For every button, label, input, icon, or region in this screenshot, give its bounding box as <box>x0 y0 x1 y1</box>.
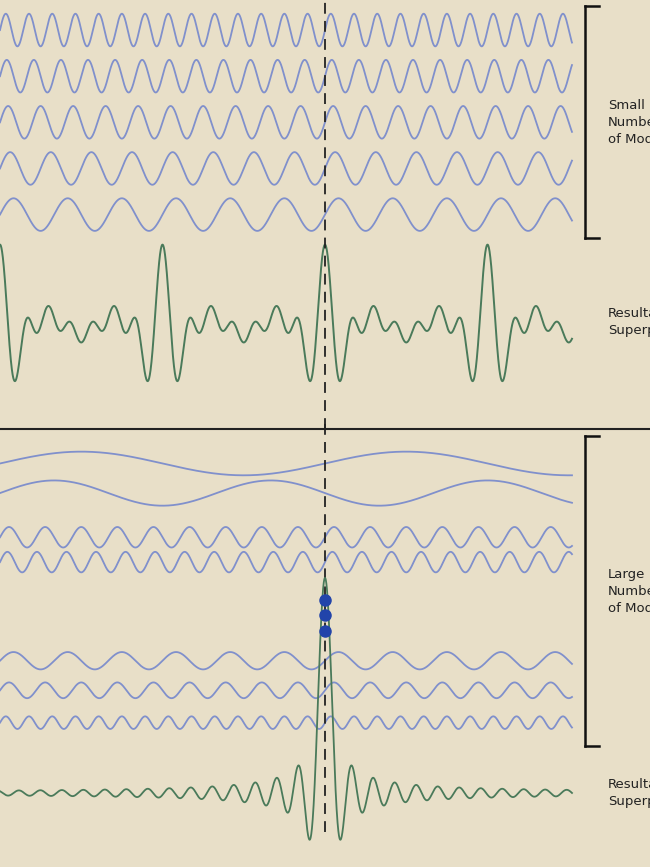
Text: Large
Number
of Modes: Large Number of Modes <box>608 568 650 615</box>
Text: Resultant
Superposition: Resultant Superposition <box>608 307 650 337</box>
Text: Small
Number
of Modes: Small Number of Modes <box>608 99 650 146</box>
Text: Resultant
Superposition: Resultant Superposition <box>608 778 650 808</box>
